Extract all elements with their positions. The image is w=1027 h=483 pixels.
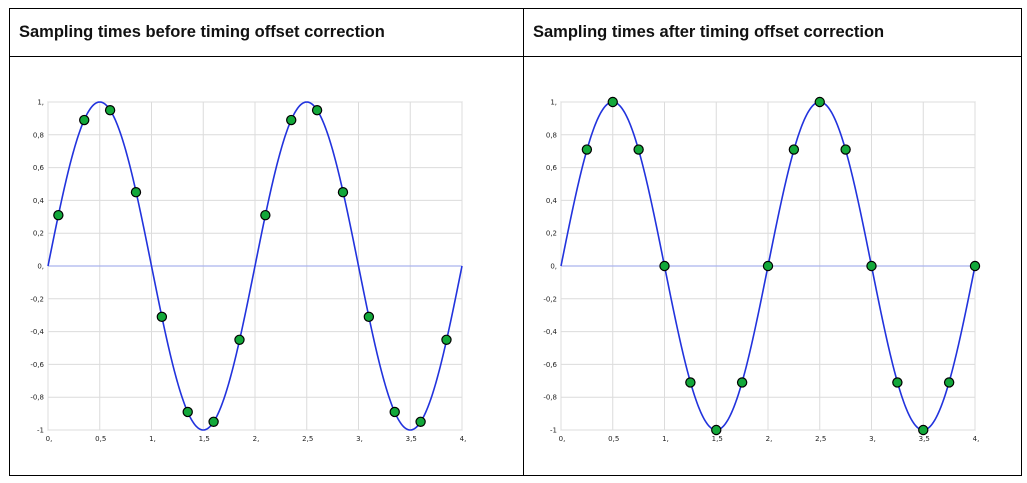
sample-point — [182, 406, 193, 418]
y-tick-label: -0,2 — [543, 295, 557, 303]
y-tick-label: -0,4 — [30, 328, 44, 336]
sample-point — [762, 260, 774, 272]
sample-point — [156, 311, 168, 323]
x-tick-label: 3, — [869, 435, 876, 443]
x-tick-label: 1, — [662, 435, 669, 443]
y-tick-label: 0, — [550, 263, 557, 271]
y-tick-label: 0,4 — [33, 197, 45, 205]
x-tick-label: 0, — [559, 435, 566, 443]
y-tick-label: 0,8 — [546, 131, 557, 139]
y-tick-label: 0,6 — [546, 164, 558, 172]
y-tick-label: -0,6 — [30, 361, 44, 369]
table-header-row: Sampling times before timing offset corr… — [10, 9, 1021, 57]
x-tick-label: 2,5 — [302, 435, 313, 443]
sample-point — [311, 105, 323, 116]
sample-point — [208, 416, 219, 427]
x-tick-label: 0,5 — [95, 435, 106, 443]
x-tick-label: 0, — [46, 435, 53, 443]
sample-point — [918, 424, 929, 436]
x-tick-label: 2, — [766, 435, 773, 443]
y-tick-label: 0,8 — [33, 131, 44, 139]
sample-point — [234, 334, 245, 345]
y-tick-label: 1, — [550, 99, 557, 107]
y-tick-label: -1 — [550, 427, 557, 435]
x-tick-label: 4, — [973, 435, 980, 443]
sample-point — [581, 144, 593, 155]
sample-point — [79, 114, 90, 126]
x-tick-label: 1, — [149, 435, 156, 443]
x-tick-label: 4, — [460, 435, 467, 443]
x-tick-label: 3,5 — [406, 435, 417, 443]
sample-point — [788, 144, 800, 155]
y-tick-label: 0,4 — [546, 197, 558, 205]
y-tick-label: -0,4 — [543, 328, 557, 336]
sample-point — [866, 260, 877, 272]
y-tick-label: 0,6 — [33, 164, 45, 172]
x-tick-label: 0,5 — [608, 435, 619, 443]
x-tick-label: 1,5 — [712, 435, 723, 443]
y-tick-label: -0,8 — [543, 394, 557, 402]
y-tick-label: -0,6 — [543, 361, 557, 369]
y-tick-label: 1, — [37, 99, 44, 107]
sample-point — [53, 209, 64, 221]
sample-point — [969, 260, 981, 272]
column-divider — [523, 9, 524, 475]
sample-point — [130, 186, 142, 198]
sample-point — [363, 311, 375, 323]
comparison-table: Sampling times before timing offset corr… — [9, 8, 1022, 476]
sample-point — [711, 424, 722, 436]
y-tick-label: 0, — [37, 263, 44, 271]
sample-point — [441, 334, 452, 345]
sample-point — [814, 96, 825, 108]
y-tick-label: 0,2 — [33, 230, 44, 238]
x-tick-label: 3,5 — [919, 435, 930, 443]
sample-point — [260, 209, 271, 221]
sample-point — [685, 377, 696, 388]
y-tick-label: -0,8 — [30, 394, 44, 402]
sample-point — [840, 144, 851, 155]
sample-point — [736, 377, 748, 388]
sample-point — [389, 406, 400, 418]
chart-after-correction: 1,0,80,60,40,20,-0,2-0,4-0,6-0,8-10, 0,5 1… — [543, 96, 981, 443]
x-tick-label: 2, — [253, 435, 260, 443]
x-tick-label: 1,5 — [199, 435, 210, 443]
x-tick-label: 2,5 — [815, 435, 826, 443]
y-tick-label: 0,2 — [546, 230, 557, 238]
y-tick-label: -1 — [37, 427, 44, 435]
sample-point — [607, 96, 618, 108]
sample-point — [337, 186, 349, 198]
sample-point — [659, 260, 670, 272]
sample-point — [943, 377, 955, 388]
sample-point — [415, 416, 426, 427]
y-tick-label: -0,2 — [30, 295, 44, 303]
sample-point — [892, 377, 903, 388]
sample-point — [633, 144, 644, 155]
header-after-correction: Sampling times after timing offset corre… — [533, 23, 885, 41]
sample-point — [104, 105, 116, 116]
x-tick-label: 3, — [356, 435, 363, 443]
header-before-correction: Sampling times before timing offset corr… — [19, 23, 385, 41]
chart-before-correction: 1,0,80,60,40,20,-0,2-0,4-0,6-0,8-10, 0,5 1… — [30, 99, 467, 444]
sample-point — [286, 114, 297, 126]
